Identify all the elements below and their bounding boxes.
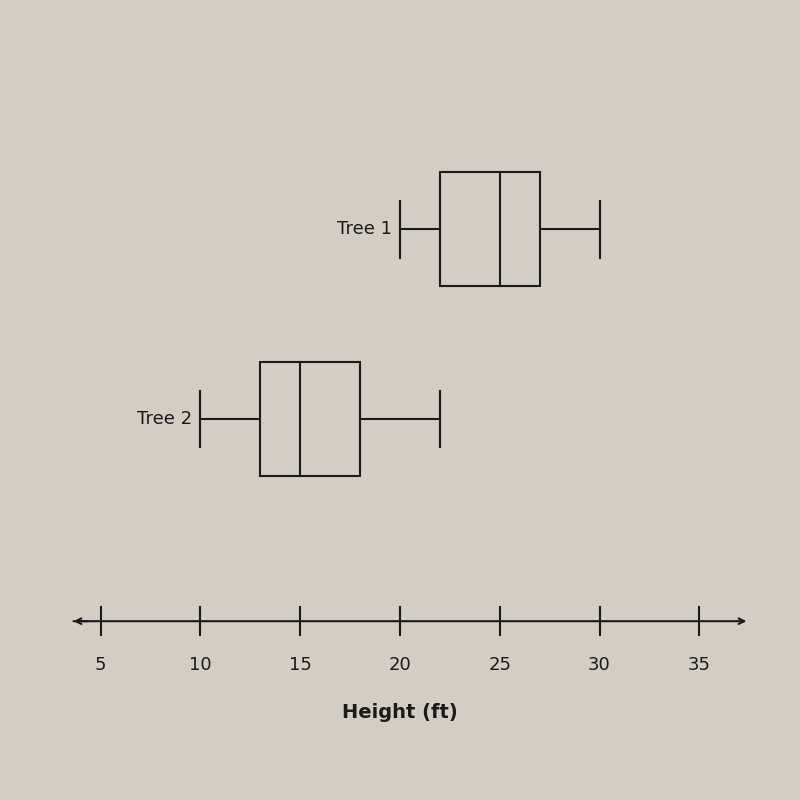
Text: 20: 20 bbox=[389, 656, 411, 674]
Text: 5: 5 bbox=[95, 656, 106, 674]
Bar bbox=[440, 173, 540, 286]
Text: 30: 30 bbox=[588, 656, 611, 674]
Text: 25: 25 bbox=[488, 656, 511, 674]
Text: Height (ft): Height (ft) bbox=[342, 703, 458, 722]
Text: 35: 35 bbox=[688, 656, 711, 674]
Text: 15: 15 bbox=[289, 656, 312, 674]
Bar bbox=[260, 362, 360, 476]
Text: Tree 1: Tree 1 bbox=[337, 220, 392, 238]
Text: 10: 10 bbox=[189, 656, 212, 674]
Text: Tree 2: Tree 2 bbox=[138, 410, 193, 428]
